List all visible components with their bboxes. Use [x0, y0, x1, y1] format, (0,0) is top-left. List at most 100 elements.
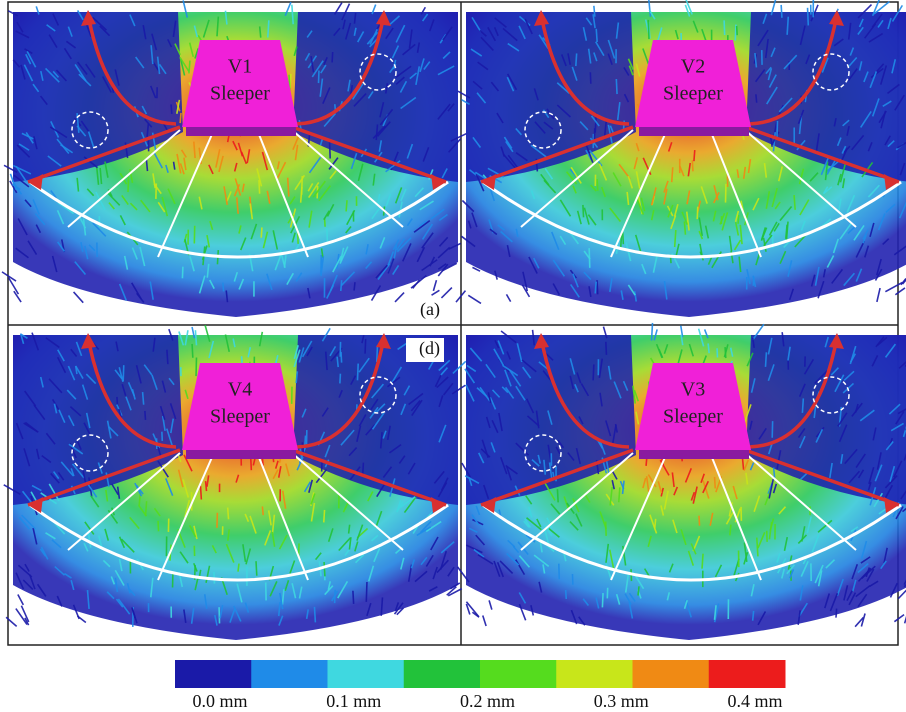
- vector-arrow: [20, 64, 26, 80]
- vector-arrow: [357, 163, 364, 182]
- vector-arrow: [440, 477, 449, 491]
- vector-arrow: [438, 213, 448, 221]
- vector-arrow: [95, 191, 106, 211]
- vector-arrow: [15, 422, 24, 440]
- vector-arrow: [437, 103, 451, 120]
- vector-arrow: [465, 601, 480, 618]
- vector-arrow: [87, 483, 98, 498]
- vector-arrow: [396, 607, 405, 616]
- vector-arrow: [703, 329, 709, 339]
- vector-arrow: [437, 65, 455, 76]
- vector-arrow: [284, 1, 292, 16]
- vector-arrow: [506, 552, 520, 566]
- vector-arrow: [902, 278, 906, 285]
- vector-arrow: [447, 566, 455, 577]
- vector-arrow: [772, 483, 778, 494]
- vector-arrow: [767, 364, 775, 381]
- vector-arrow: [176, 153, 182, 174]
- flow-arrow: [86, 336, 177, 449]
- vector-arrow: [768, 478, 775, 499]
- vector-arrow: [166, 349, 169, 365]
- vector-arrow: [734, 210, 740, 223]
- zone-line: [67, 452, 181, 551]
- colorbar-segment: [327, 660, 405, 688]
- vector-arrow: [274, 254, 282, 271]
- vector-arrow: [585, 17, 593, 26]
- vector-arrow: [34, 213, 46, 226]
- vector-arrow: [194, 330, 198, 346]
- vector-arrow: [328, 157, 339, 170]
- vector-arrow: [569, 358, 576, 375]
- sleeper-label: Sleeper: [210, 83, 270, 105]
- colorbar-label: 0.1 mm: [326, 691, 381, 711]
- vector-arrow: [857, 3, 873, 19]
- vector-arrow: [403, 385, 411, 396]
- vector-arrow: [667, 142, 673, 152]
- vector-arrow: [376, 483, 386, 498]
- vector-arrow: [697, 328, 705, 347]
- vector-arrow: [340, 351, 343, 363]
- vector-arrow: [266, 190, 271, 204]
- vector-arrow: [439, 550, 448, 570]
- vector-arrow: [323, 210, 330, 221]
- vector-arrow: [414, 187, 424, 198]
- vector-arrow: [324, 585, 334, 596]
- vector-arrow: [765, 66, 772, 75]
- vector-arrow: [167, 38, 173, 48]
- vector-arrow: [851, 579, 857, 592]
- vector-arrow: [830, 367, 839, 376]
- vector-arrow: [481, 615, 487, 627]
- vector-arrow: [515, 152, 528, 162]
- vector-arrow: [320, 256, 325, 277]
- vector-arrow: [395, 24, 406, 43]
- vector-arrow: [867, 481, 872, 491]
- vector-arrow: [39, 95, 48, 106]
- vector-arrow: [559, 235, 567, 246]
- vector-arrow: [289, 560, 296, 574]
- arrow-head: [28, 174, 43, 190]
- vector-arrow: [425, 520, 442, 533]
- vector-arrow: [801, 398, 805, 413]
- vector-arrow: [796, 139, 806, 151]
- vector-arrow: [672, 519, 678, 534]
- vector-arrow: [339, 247, 345, 261]
- vector-arrow: [783, 54, 798, 70]
- vector-arrow: [599, 511, 607, 530]
- vector-arrow: [127, 177, 130, 193]
- vector-arrow: [70, 468, 75, 477]
- vector-arrow: [485, 416, 491, 429]
- vector-arrow: [572, 185, 577, 194]
- vector-arrow: [271, 514, 276, 534]
- vector-arrow: [17, 218, 28, 236]
- vector-arrow: [291, 583, 297, 599]
- vector-arrow: [634, 234, 642, 253]
- vector-arrow: [117, 598, 131, 615]
- vector-arrow: [81, 467, 87, 483]
- colorbar-segment: [403, 660, 481, 688]
- vector-arrow: [500, 230, 513, 243]
- vector-arrow: [755, 537, 759, 557]
- vector-arrow: [624, 572, 630, 593]
- vector-arrow: [853, 224, 865, 241]
- vector-arrow: [442, 26, 453, 41]
- vector-arrow: [410, 559, 416, 569]
- vector-arrow: [533, 554, 550, 567]
- vector-arrow: [515, 442, 530, 456]
- vector-arrow: [358, 414, 367, 427]
- vector-arrow: [862, 234, 867, 244]
- vector-arrow: [635, 411, 640, 425]
- vector-arrow: [434, 374, 442, 388]
- vector-arrow: [332, 255, 342, 273]
- vector-arrow: [188, 42, 195, 57]
- sleeper: [182, 40, 298, 127]
- vector-arrow: [339, 280, 343, 292]
- vector-arrow: [846, 194, 856, 213]
- vector-arrow: [576, 210, 582, 225]
- vector-arrow: [739, 224, 743, 245]
- vector-arrow: [5, 616, 18, 627]
- vector-arrow: [161, 196, 169, 217]
- vector-arrow: [226, 507, 230, 520]
- vector-arrow: [223, 186, 229, 206]
- vector-arrow: [839, 163, 847, 183]
- vector-arrow: [472, 136, 482, 148]
